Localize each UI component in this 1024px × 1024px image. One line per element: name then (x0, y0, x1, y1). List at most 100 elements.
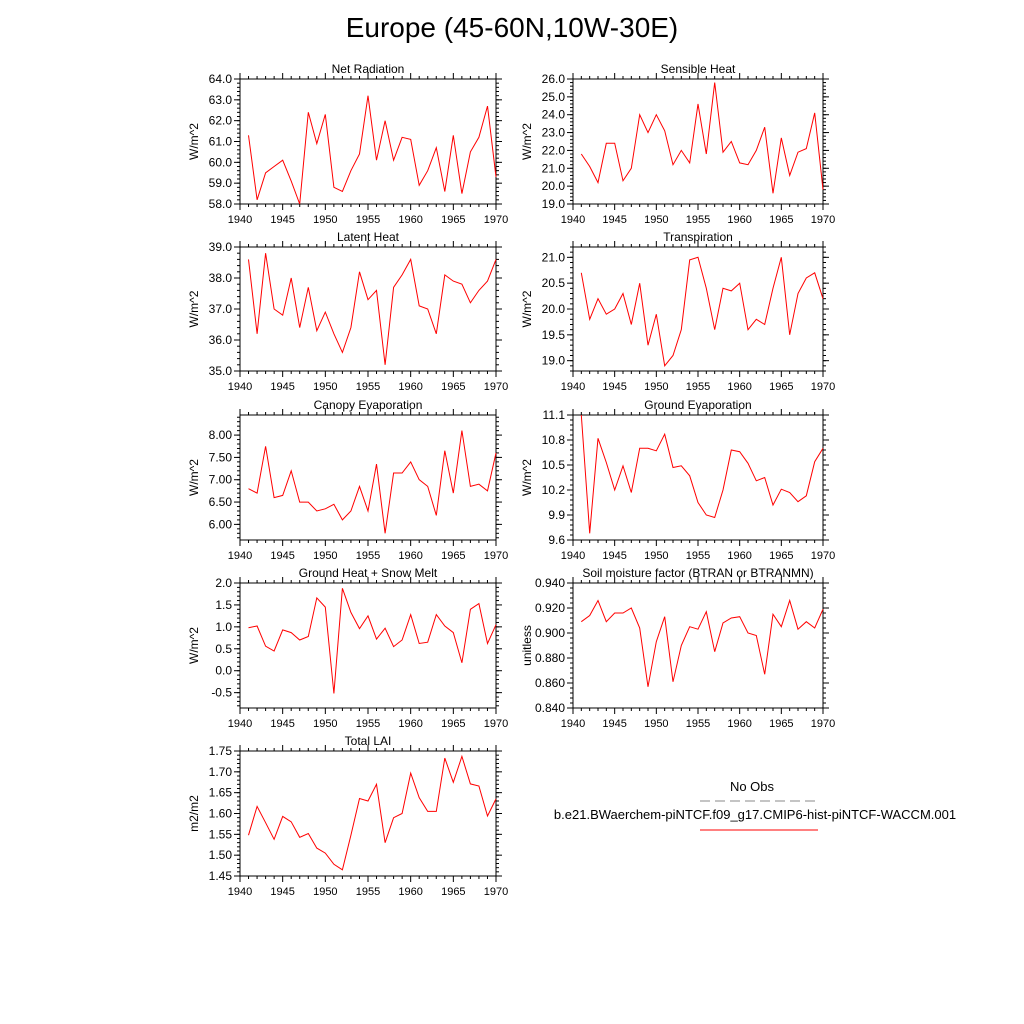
panel-2: Latent Heat W/m^2 1940 1945 1950 1955 1960 1965… (187, 230, 508, 393)
x-tick-label: 1950 (644, 550, 668, 562)
y-tick-label: 0.860 (535, 676, 565, 690)
y-tick-label: -0.5 (211, 686, 232, 700)
y-tick-label: 37.0 (209, 302, 233, 316)
x-tick-label: 1970 (811, 718, 835, 730)
y-axis-label: unitless (520, 625, 534, 666)
x-tick-label: 1970 (484, 550, 508, 562)
x-tick-label: 1950 (313, 214, 337, 226)
y-tick-label: 6.00 (209, 517, 233, 531)
x-tick-label: 1970 (484, 214, 508, 226)
y-tick-label: 22.0 (542, 143, 566, 157)
series-line (248, 95, 497, 205)
y-tick-label: 23.0 (542, 126, 566, 140)
panel-5: Ground Evaporation W/m^2 1940 1945 1950 1955 1… (520, 398, 835, 562)
x-tick-label: 1940 (228, 718, 252, 730)
y-axis-label: W/m^2 (520, 290, 534, 327)
x-tick-label: 1960 (727, 550, 751, 562)
series-line (248, 754, 497, 871)
y-tick-label: 0.900 (535, 626, 565, 640)
y-tick-label: 0.880 (535, 651, 565, 665)
y-tick-label: 10.8 (542, 433, 566, 447)
x-tick-label: 1960 (727, 718, 751, 730)
x-tick-label: 1955 (686, 214, 710, 226)
x-tick-label: 1945 (602, 381, 626, 393)
y-tick-label: 19.0 (542, 354, 566, 368)
plot-frame (572, 246, 824, 372)
y-tick-label: 20.0 (542, 302, 566, 316)
x-tick-label: 1970 (484, 886, 508, 898)
y-tick-label: 0.840 (535, 701, 565, 715)
panel-title: Soil moisture factor (BTRAN or BTRANMN) (582, 566, 813, 580)
x-tick-label: 1960 (727, 381, 751, 393)
plot-frame (239, 582, 497, 709)
x-tick-label: 1940 (228, 550, 252, 562)
y-tick-label: 21.0 (542, 250, 566, 264)
panel-title: Net Radiation (332, 62, 405, 76)
x-tick-label: 1940 (561, 214, 585, 226)
plot-frame (572, 78, 824, 205)
series-line (248, 588, 497, 694)
x-tick-label: 1945 (270, 214, 294, 226)
y-tick-label: 64.0 (209, 72, 233, 86)
x-tick-label: 1945 (602, 718, 626, 730)
x-tick-label: 1950 (644, 381, 668, 393)
panel-6: Ground Heat + Snow Melt W/m^2 1940 1945 1950… (187, 566, 508, 730)
x-tick-label: 1955 (686, 718, 710, 730)
x-tick-label: 1970 (811, 550, 835, 562)
x-tick-label: 1940 (561, 550, 585, 562)
y-axis-label: W/m^2 (187, 290, 201, 327)
x-tick-label: 1960 (398, 550, 422, 562)
x-tick-label: 1960 (398, 718, 422, 730)
x-tick-label: 1970 (484, 381, 508, 393)
y-tick-label: 11.1 (543, 408, 566, 422)
y-tick-label: 0.940 (535, 576, 565, 590)
y-tick-label: 6.50 (209, 495, 233, 509)
y-axis-label: W/m^2 (520, 123, 534, 160)
x-tick-label: 1940 (228, 214, 252, 226)
y-tick-label: 0.0 (215, 664, 232, 678)
x-tick-label: 1965 (441, 381, 465, 393)
y-axis-label: W/m^2 (187, 627, 201, 664)
y-tick-label: 58.0 (209, 197, 233, 211)
x-tick-label: 1940 (228, 886, 252, 898)
x-tick-label: 1945 (270, 381, 294, 393)
x-tick-label: 1940 (561, 381, 585, 393)
panel-4: Canopy Evaporation W/m^2 1940 1945 1950 1955 1… (187, 398, 508, 562)
plot-frame (572, 582, 824, 709)
x-tick-label: 1965 (769, 381, 793, 393)
y-tick-label: 0.920 (535, 601, 565, 615)
figure-title: Europe (45-60N,10W-30E) (345, 12, 679, 43)
x-tick-label: 1955 (356, 381, 380, 393)
y-tick-label: 10.5 (542, 458, 566, 472)
x-tick-label: 1955 (356, 214, 380, 226)
y-tick-label: 7.00 (209, 473, 233, 487)
series-line (580, 82, 824, 194)
x-tick-label: 1955 (686, 550, 710, 562)
y-tick-label: 1.0 (215, 620, 232, 634)
y-axis-label: W/m^2 (520, 459, 534, 496)
x-tick-label: 1955 (686, 381, 710, 393)
y-tick-label: 60.0 (209, 155, 233, 169)
x-tick-label: 1965 (441, 886, 465, 898)
y-tick-label: 9.9 (548, 508, 565, 522)
x-tick-label: 1950 (313, 550, 337, 562)
legend-run-label: b.e21.BWaerchem-piNTCF.f09_g17.CMIP6-his… (553, 807, 957, 822)
y-tick-label: 36.0 (209, 333, 233, 347)
panel-title: Ground Heat + Snow Melt (299, 566, 438, 580)
x-tick-label: 1965 (769, 550, 793, 562)
x-tick-label: 1950 (313, 886, 337, 898)
y-tick-label: 61.0 (209, 135, 233, 149)
panel-title: Canopy Evaporation (314, 398, 423, 412)
x-tick-label: 1960 (398, 214, 422, 226)
y-tick-label: 1.5 (215, 598, 232, 612)
y-tick-label: 24.0 (542, 108, 566, 122)
y-tick-label: 26.0 (542, 72, 566, 86)
y-tick-label: 63.0 (209, 93, 233, 107)
x-tick-label: 1945 (602, 550, 626, 562)
y-axis-label: W/m^2 (187, 123, 201, 160)
panel-title: Ground Evaporation (644, 398, 751, 412)
panel-title: Sensible Heat (661, 62, 736, 76)
x-tick-label: 1970 (811, 381, 835, 393)
y-tick-label: 10.2 (542, 483, 566, 497)
